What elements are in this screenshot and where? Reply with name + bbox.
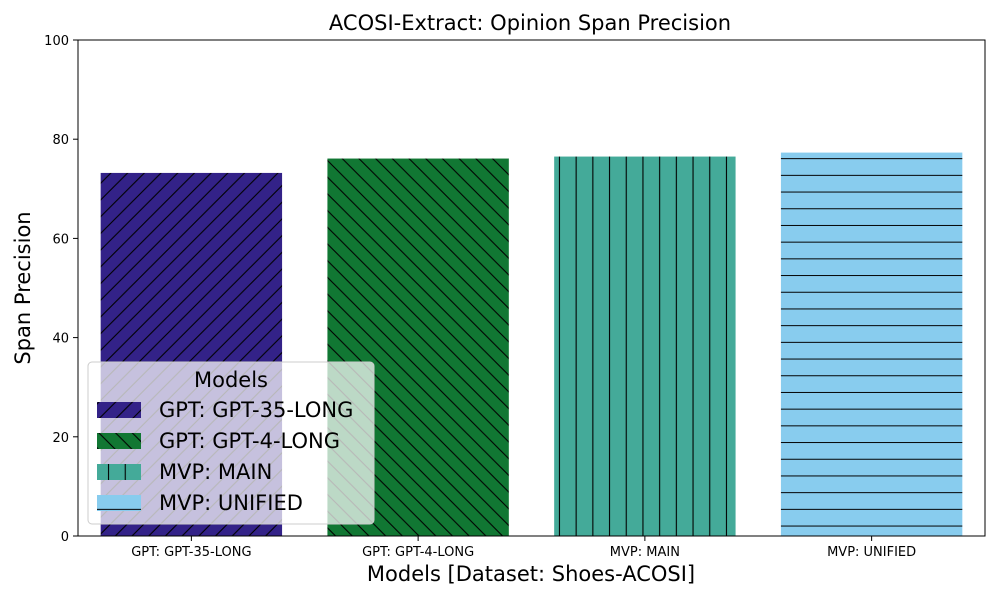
legend-title: Models [194,368,268,392]
x-axis: GPT: GPT-35-LONG GPT: GPT-4-LONG MVP: MAIN… [131,536,916,560]
y-tick-label: 20 [52,431,69,446]
x-tick-label: MVP: UNIFIED [827,545,916,560]
legend-label-3: MVP: UNIFIED [159,491,303,515]
legend-swatch-2 [97,464,141,480]
legend-label-2: MVP: MAIN [159,460,272,484]
y-tick-label: 60 [52,232,69,247]
x-tick-label: MVP: MAIN [610,545,680,560]
y-axis-label: Span Precision [11,211,35,364]
legend-swatch-3 [97,495,141,511]
x-tick-label: GPT: GPT-4-LONG [362,545,474,560]
y-tick-label: 80 [52,133,69,148]
legend-label-0: GPT: GPT-35-LONG [159,398,353,422]
x-axis-label: Models [Dataset: Shoes-ACOSI] [367,562,695,586]
bars-group [100,152,963,537]
x-tick-label: GPT: GPT-35-LONG [131,545,251,560]
legend: Models GPT: GPT-35-LONG GPT: GPT-4-LONG MV… [87,361,375,525]
chart-title: ACOSI-Extract: Opinion Span Precision [329,11,731,35]
y-axis: 0 20 40 60 80 100 [44,34,78,545]
bar-2 [554,156,736,536]
legend-swatch-1 [97,433,141,449]
legend-swatch-0 [97,402,141,418]
plot-frame [77,39,986,537]
y-tick-label: 100 [44,34,69,49]
y-tick-label: 0 [61,530,69,545]
legend-box [87,361,375,525]
bar-3 [780,152,963,537]
legend-entries: GPT: GPT-35-LONG GPT: GPT-4-LONG MVP: MAIN… [97,398,353,515]
legend-label-1: GPT: GPT-4-LONG [159,429,340,453]
y-tick-label: 40 [52,332,69,347]
